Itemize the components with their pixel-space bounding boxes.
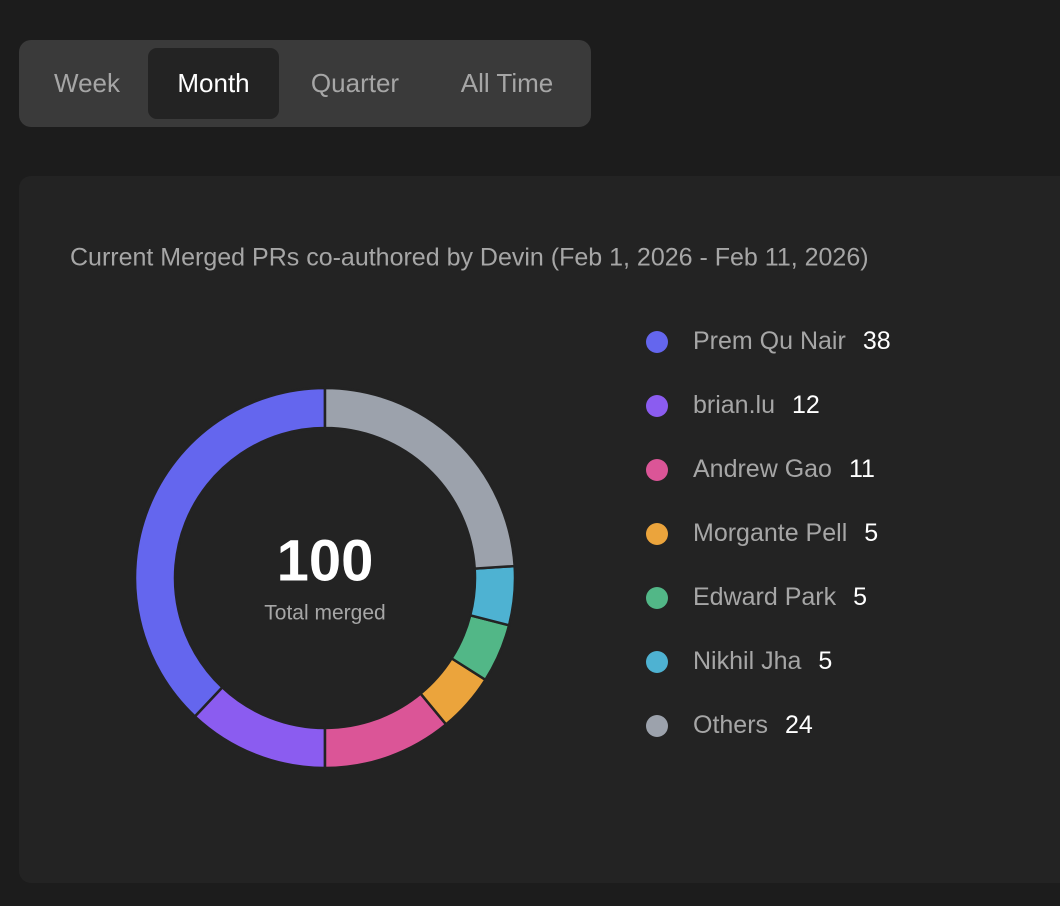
legend-dot xyxy=(646,651,668,673)
legend-value: 38 xyxy=(863,327,891,355)
legend-entry: Andrew Gao 11 xyxy=(693,455,875,483)
legend-name: Prem Qu Nair xyxy=(693,327,846,355)
center-label: Total merged xyxy=(264,602,385,625)
tab[interactable]: Quarter xyxy=(311,68,399,98)
legend-dot xyxy=(646,331,668,353)
legend-dot xyxy=(646,523,668,545)
legend-value: 5 xyxy=(818,647,832,675)
legend-value: 11 xyxy=(849,455,875,483)
card xyxy=(19,176,1060,883)
legend-value: 5 xyxy=(864,519,878,547)
legend-value: 24 xyxy=(785,711,813,739)
tab[interactable]: Week xyxy=(54,68,121,98)
legend-dot xyxy=(646,459,668,481)
legend-name: Nikhil Jha xyxy=(693,647,801,675)
legend-entry: Prem Qu Nair 38 xyxy=(693,327,891,355)
tab-label[interactable]: Quarter xyxy=(311,68,399,98)
legend-name: Others xyxy=(693,711,768,739)
tab-label[interactable]: Month xyxy=(177,68,249,98)
legend-entry: Edward Park 5 xyxy=(693,583,867,611)
tab[interactable]: Month xyxy=(148,48,279,119)
legend-dot xyxy=(646,395,668,417)
legend-entry: Nikhil Jha 5 xyxy=(693,647,832,675)
center-value: 100 xyxy=(277,528,374,593)
tab[interactable]: All Time xyxy=(461,68,553,98)
legend-value: 5 xyxy=(853,583,867,611)
tab-label[interactable]: Week xyxy=(54,68,121,98)
tab-label[interactable]: All Time xyxy=(461,68,553,98)
legend-name: Andrew Gao xyxy=(693,455,832,483)
legend-dot xyxy=(646,587,668,609)
legend-name: Morgante Pell xyxy=(693,519,847,547)
tab-selected-bg xyxy=(148,48,279,119)
legend-name: Edward Park xyxy=(693,583,837,611)
legend-entry: Others 24 xyxy=(693,711,813,739)
legend-name: brian.lu xyxy=(693,391,775,419)
legend-entry: brian.lu 12 xyxy=(693,391,820,419)
legend-dot xyxy=(646,715,668,737)
chart-title: Current Merged PRs co-authored by Devin … xyxy=(70,244,869,272)
legend-entry: Morgante Pell 5 xyxy=(693,519,878,547)
donut-segment xyxy=(468,564,517,627)
donut-segment xyxy=(323,386,516,570)
legend-value: 12 xyxy=(792,391,820,419)
